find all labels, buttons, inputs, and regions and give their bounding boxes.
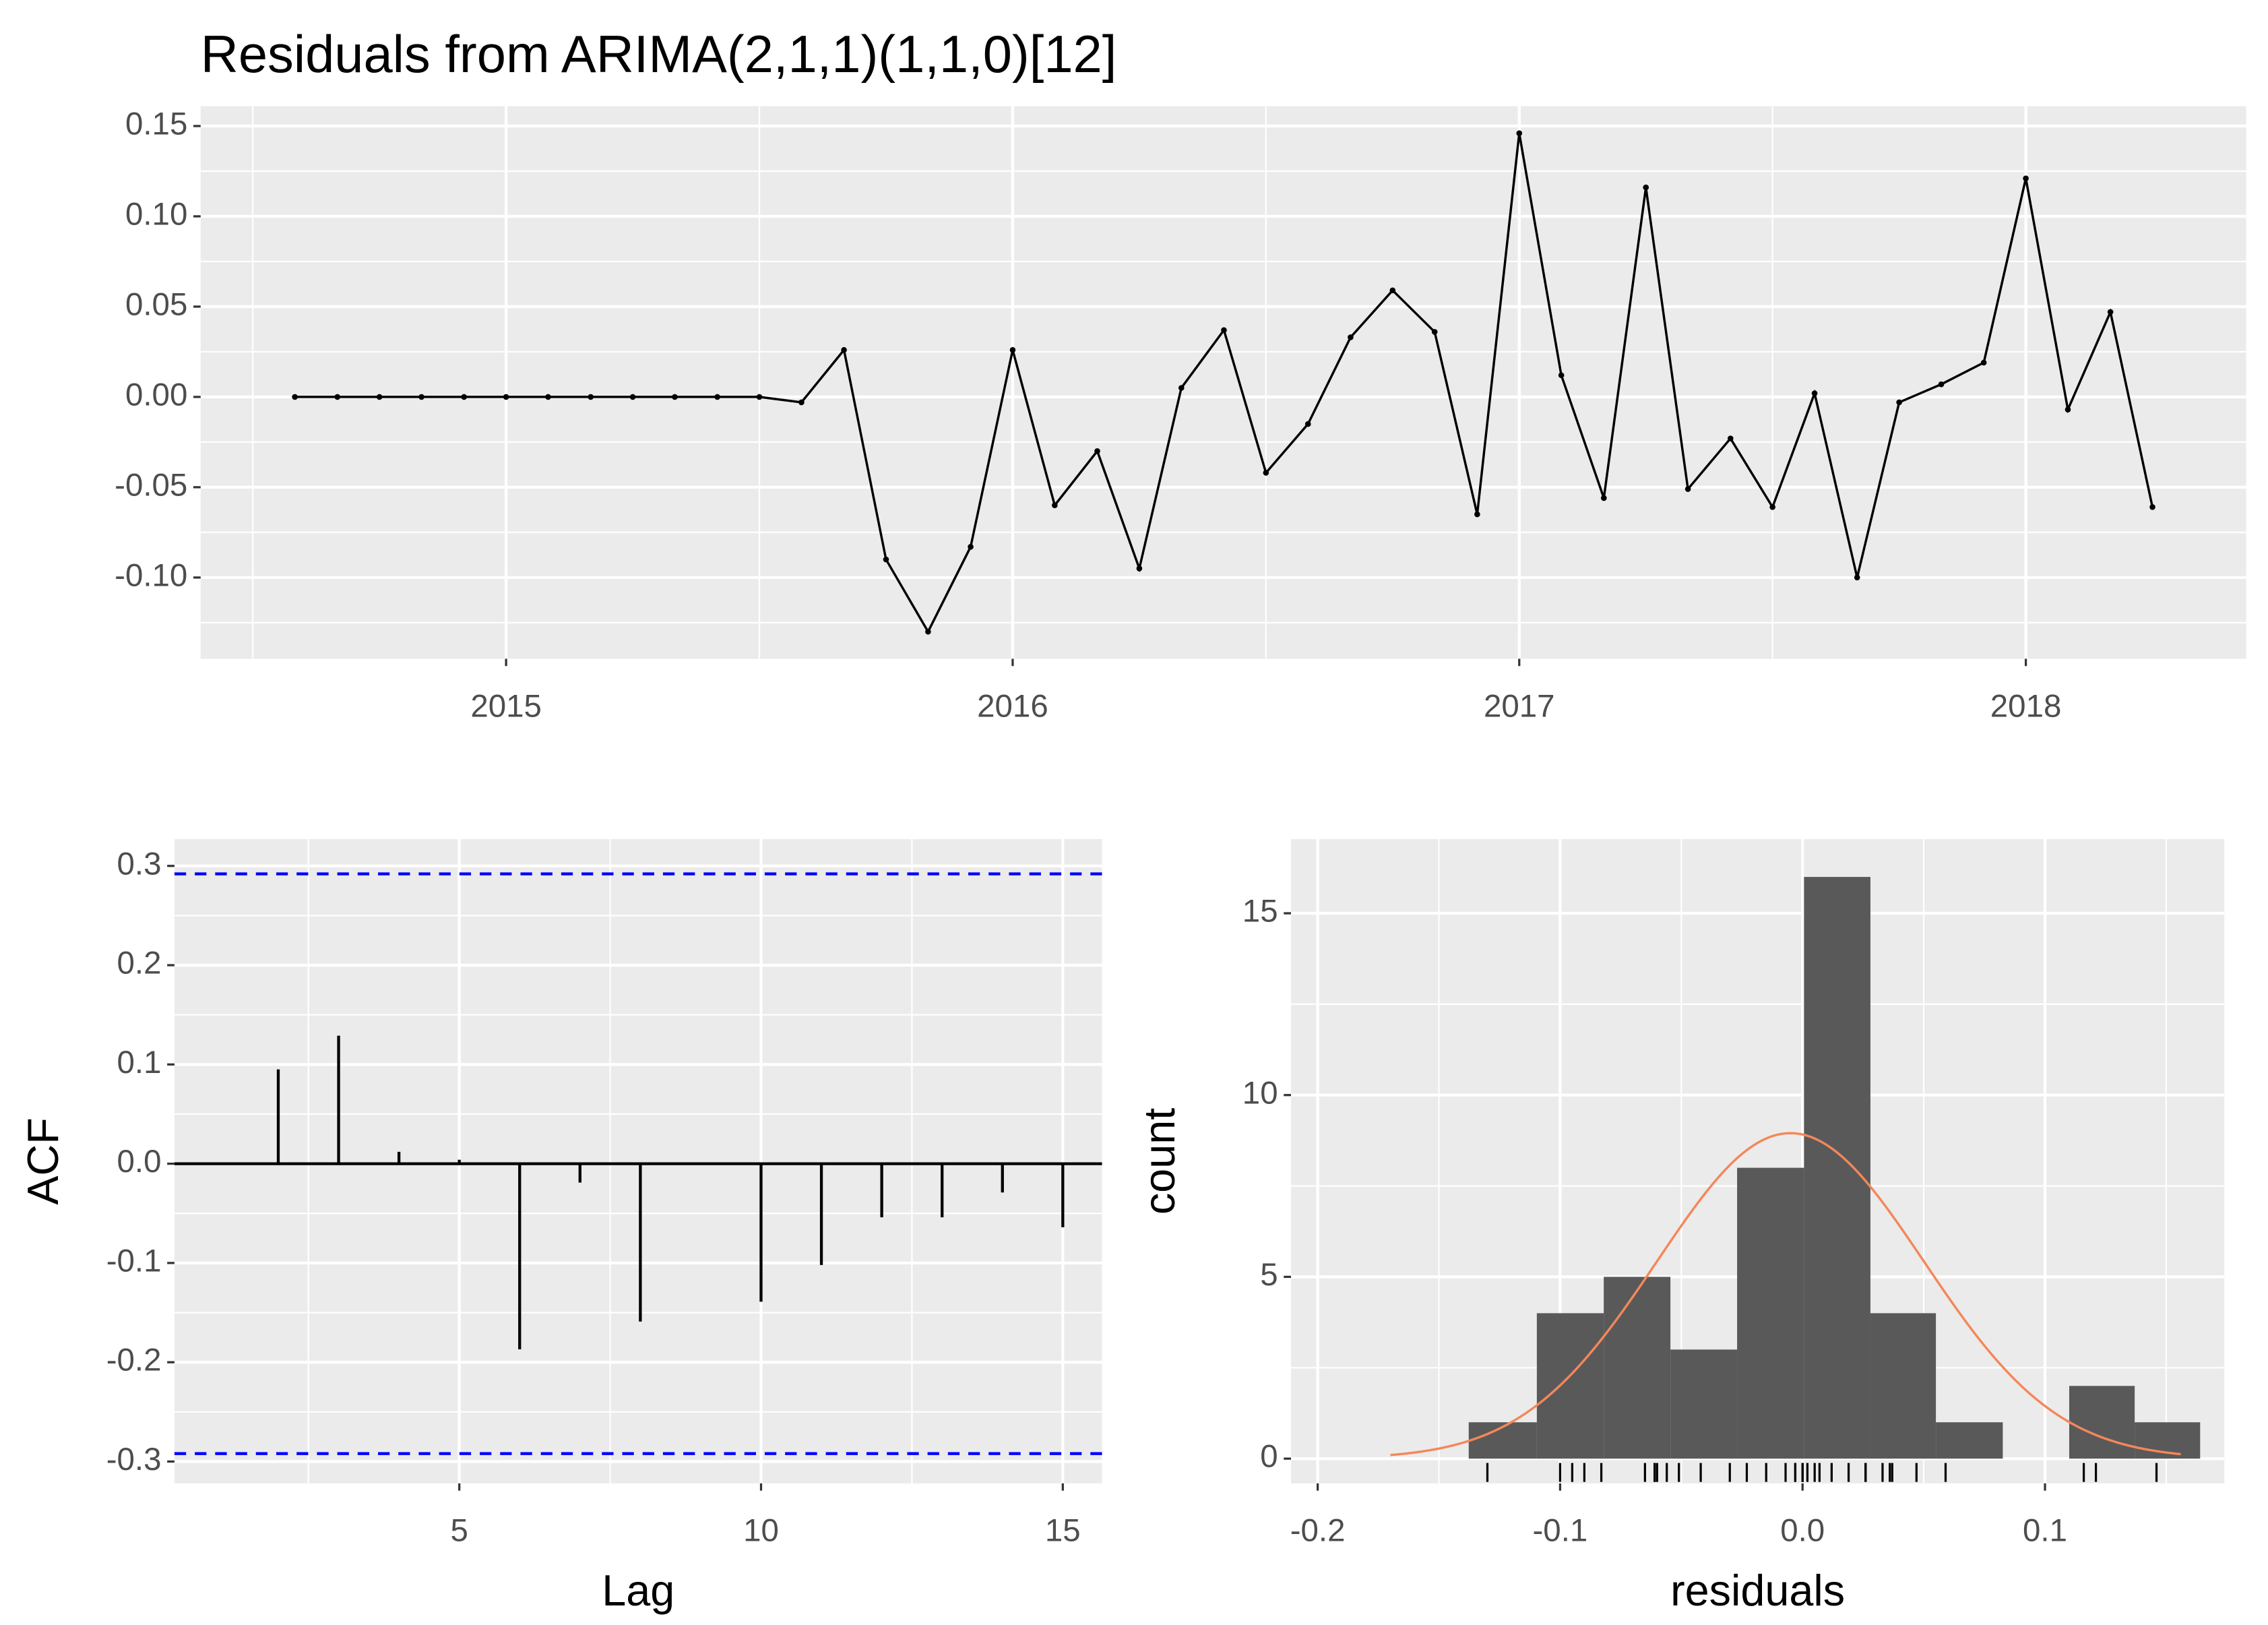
point — [1052, 502, 1058, 508]
point — [1769, 504, 1775, 510]
point — [1389, 287, 1396, 294]
point — [334, 394, 341, 400]
x-tick-label: 10 — [743, 1513, 779, 1549]
y-tick-label: -0.1 — [106, 1243, 162, 1279]
point — [1263, 470, 1269, 476]
point — [1516, 130, 1523, 137]
histogram-bar — [1670, 1349, 1738, 1459]
point — [292, 394, 298, 400]
point — [841, 346, 847, 353]
point — [1980, 359, 1987, 366]
histogram-bar — [1536, 1313, 1604, 1459]
y-tick-label: -0.3 — [106, 1442, 162, 1477]
x-tick-label: 0.0 — [1780, 1513, 1825, 1549]
histogram-bar — [1737, 1167, 1804, 1459]
x-axis-title: residuals — [1670, 1566, 1845, 1615]
point — [588, 394, 594, 400]
point — [376, 394, 383, 400]
chart-title: Residuals from ARIMA(2,1,1)(1,1,0)[12] — [201, 26, 1117, 84]
point — [756, 394, 763, 400]
point — [1811, 390, 1818, 396]
histogram-bar — [2069, 1386, 2135, 1459]
x-tick-label: 5 — [450, 1513, 468, 1549]
panel-background — [200, 106, 2246, 659]
point — [883, 556, 889, 563]
point — [1136, 565, 1143, 572]
point — [1684, 486, 1691, 492]
point — [1938, 381, 1945, 388]
point — [1304, 421, 1311, 427]
y-tick-label: -0.10 — [115, 557, 187, 593]
normal-curve — [1390, 1132, 2181, 1457]
x-tick-label: 15 — [1045, 1513, 1081, 1549]
point — [503, 394, 509, 400]
point — [2149, 504, 2155, 510]
point — [1643, 184, 1649, 191]
y-tick-label: 15 — [1242, 894, 1278, 929]
y-tick-label: 0 — [1260, 1439, 1278, 1475]
x-tick-label: 2017 — [1484, 688, 1555, 724]
x-tick-label: 2018 — [1990, 688, 2062, 724]
y-tick-label: 0.3 — [117, 846, 162, 882]
histogram-bar — [1870, 1313, 1936, 1459]
point — [418, 394, 424, 400]
y-axis-title: ACF — [18, 1117, 67, 1204]
point — [1221, 327, 1227, 334]
point — [672, 394, 678, 400]
point — [2023, 175, 2029, 182]
point — [1727, 435, 1734, 441]
histogram-bar — [1936, 1422, 2003, 1459]
panel-background — [174, 838, 1102, 1483]
x-tick-label: 0.1 — [2023, 1513, 2067, 1549]
point — [1601, 495, 1607, 501]
y-tick-label: 0.1 — [117, 1045, 162, 1080]
x-tick-label: -0.2 — [1290, 1513, 1346, 1549]
point — [1348, 334, 1354, 340]
y-tick-label: 0.0 — [117, 1144, 162, 1179]
x-tick-label: 2015 — [470, 688, 542, 724]
point — [925, 628, 931, 635]
point — [2065, 406, 2071, 412]
point — [1854, 574, 1860, 581]
histogram-bar — [1604, 1277, 1671, 1459]
point — [1009, 346, 1016, 353]
point — [1094, 448, 1100, 454]
y-tick-label: 10 — [1242, 1075, 1278, 1111]
point — [1431, 329, 1438, 335]
y-tick-label: 0.00 — [125, 377, 187, 412]
point — [2107, 309, 2114, 315]
point — [714, 394, 720, 400]
y-tick-label: 0.05 — [125, 286, 187, 322]
y-axis-title: count — [1135, 1108, 1184, 1215]
point — [1178, 385, 1185, 391]
point — [461, 394, 468, 400]
y-tick-label: 5 — [1260, 1257, 1278, 1293]
x-axis-title: Lag — [602, 1566, 674, 1615]
point — [798, 399, 805, 406]
point — [1558, 372, 1565, 379]
x-tick-label: 2016 — [977, 688, 1048, 724]
histogram-bar — [1804, 877, 1870, 1459]
point — [545, 394, 551, 400]
y-tick-label: 0.15 — [125, 106, 187, 142]
y-tick-label: 0.10 — [125, 196, 187, 232]
histogram-bar — [1468, 1422, 1537, 1459]
y-tick-label: 0.2 — [117, 946, 162, 981]
y-tick-label: -0.05 — [115, 467, 187, 503]
point — [968, 543, 974, 550]
point — [1896, 399, 1902, 406]
point — [629, 394, 636, 400]
y-tick-label: -0.2 — [106, 1343, 162, 1378]
point — [1474, 511, 1480, 518]
x-tick-label: -0.1 — [1533, 1513, 1588, 1549]
